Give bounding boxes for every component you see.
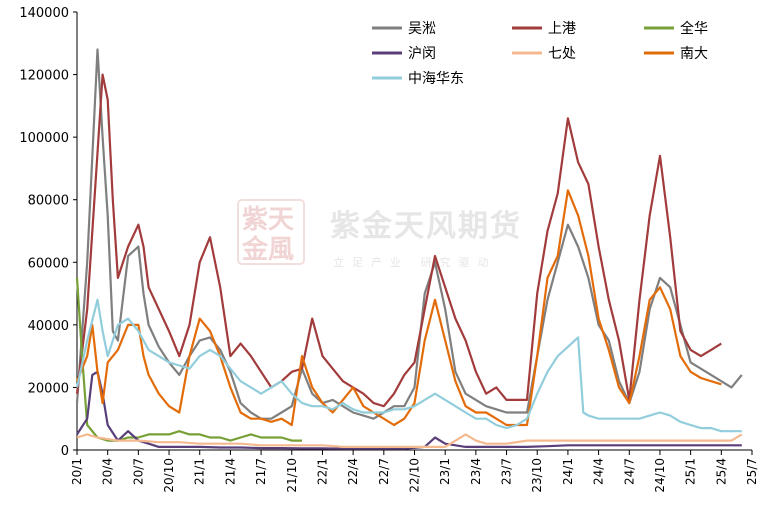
x-tick-label: 23/1	[438, 458, 452, 485]
x-tick-label: 22/1	[315, 458, 329, 485]
x-tick-label: 21/1	[193, 458, 207, 485]
legend-label-5: 南大	[680, 46, 708, 62]
x-tick-label: 24/10	[653, 458, 667, 493]
series-line-5	[75, 189, 722, 427]
x-tick-label: 20/4	[101, 458, 115, 485]
legend-label-1: 上港	[548, 21, 576, 37]
series-line-6	[75, 298, 742, 433]
y-tick-label: 40000	[28, 319, 69, 334]
x-tick-label: 20/7	[131, 458, 145, 485]
x-tick-label: 25/1	[684, 458, 698, 485]
legend-label-6: 中海华东	[408, 71, 464, 87]
series-line-0	[75, 48, 743, 420]
legend-label-0: 吴淞	[408, 21, 436, 37]
x-tick-label: 24/1	[561, 458, 575, 485]
x-tick-label: 23/10	[530, 458, 544, 493]
series-line-1	[75, 73, 722, 408]
axes: 0 20000 40000 60000 80000 100000 120000 140000 2…	[19, 6, 759, 493]
series-group	[75, 48, 743, 450]
y-tick-label: 140000	[19, 6, 69, 21]
x-tick-label: 20/1	[70, 458, 84, 485]
series-line-4	[76, 433, 743, 448]
x-tick-label: 21/7	[254, 458, 268, 485]
watermark-logo-top: 紫天	[242, 205, 294, 235]
series-line-2	[75, 277, 302, 442]
x-tick-label: 20/10	[162, 458, 176, 493]
watermark: 紫天 金風 紫金天风期货 立足产业 研究驱动	[237, 199, 522, 269]
y-tick-label: 20000	[28, 381, 69, 396]
x-tick-label: 21/10	[285, 458, 299, 493]
watermark-subtitle: 立足产业 研究驱动	[333, 255, 497, 269]
x-tick-label: 24/7	[622, 458, 636, 485]
legend-label-2: 全华	[680, 20, 708, 37]
series-line-3	[76, 370, 742, 450]
watermark-logo-bottom: 金風	[241, 234, 294, 265]
x-tick-label: 21/4	[223, 458, 237, 485]
y-tick-label: 100000	[19, 131, 69, 146]
x-tick-label: 22/7	[377, 458, 391, 485]
watermark-logo-box	[237, 199, 305, 265]
legend-label-3: 沪闵	[408, 46, 436, 62]
x-tick-label: 23/4	[469, 458, 483, 485]
y-tick-label: 80000	[28, 194, 69, 209]
y-tick-label: 60000	[28, 256, 69, 271]
y-tick-label: 0	[61, 444, 69, 459]
watermark-title: 紫金天风期货	[330, 209, 522, 244]
y-tick-label: 120000	[19, 69, 69, 84]
x-tick-label: 22/10	[408, 458, 422, 493]
x-tick-label: 25/7	[745, 458, 759, 485]
legend-label-4: 七处	[548, 46, 576, 62]
x-tick-label: 24/4	[592, 458, 606, 485]
x-tick-label: 23/7	[500, 458, 514, 485]
x-tick-label: 25/4	[714, 458, 728, 485]
x-tick-label: 22/4	[346, 458, 360, 485]
